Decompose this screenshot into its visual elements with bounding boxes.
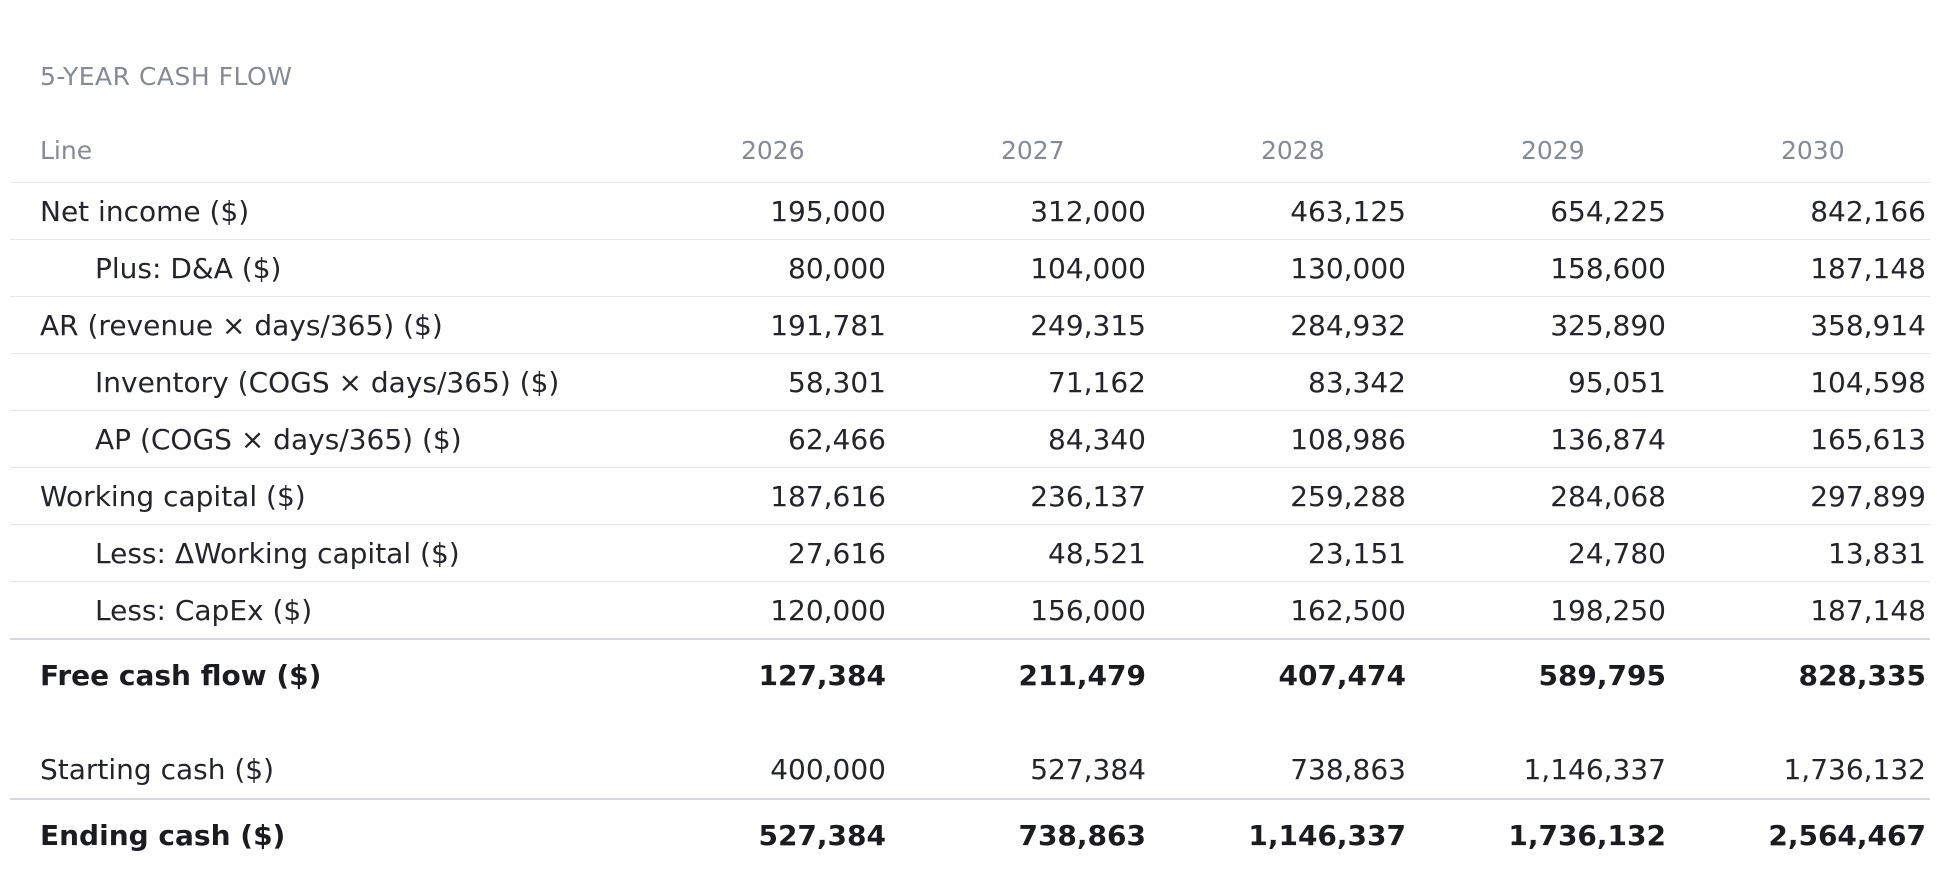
row-label: Starting cash ($) <box>10 740 630 800</box>
cell-value: 198,250 <box>1410 581 1670 640</box>
row-label: Working capital ($) <box>10 467 630 525</box>
cell-value: 236,137 <box>890 467 1150 525</box>
cell-value: 120,000 <box>630 581 890 640</box>
cell-value: 104,000 <box>890 239 1150 297</box>
row-label: Plus: D&A ($) <box>10 239 630 297</box>
cell-value: 284,068 <box>1410 467 1670 525</box>
cell-value: 654,225 <box>1410 182 1670 240</box>
column-header-year: 2029 <box>1410 118 1670 183</box>
cell-value: 589,795 <box>1410 638 1670 710</box>
cell-value: 108,986 <box>1150 410 1410 468</box>
table-header-row: Line 2026 2027 2028 2029 2030 <box>10 118 1930 183</box>
cell-value: 358,914 <box>1670 296 1930 354</box>
cell-value: 828,335 <box>1670 638 1930 710</box>
cell-value: 407,474 <box>1150 638 1410 710</box>
table-row: Less: ΔWorking capital ($) 27,616 48,521… <box>10 524 1930 582</box>
cell-value: 297,899 <box>1670 467 1930 525</box>
cell-value: 284,932 <box>1150 296 1410 354</box>
row-label: Less: ΔWorking capital ($) <box>10 524 630 582</box>
row-label: AR (revenue × days/365) ($) <box>10 296 630 354</box>
column-header-year: 2030 <box>1670 118 1930 183</box>
cell-value: 400,000 <box>630 740 890 800</box>
cell-value: 62,466 <box>630 410 890 468</box>
cash-flow-table: Line 2026 2027 2028 2029 2030 Net income… <box>10 118 1930 870</box>
cell-value: 187,616 <box>630 467 890 525</box>
table-row: AP (COGS × days/365) ($) 62,466 84,340 1… <box>10 410 1930 468</box>
cell-value: 104,598 <box>1670 353 1930 411</box>
table-row: Inventory (COGS × days/365) ($) 58,301 7… <box>10 353 1930 411</box>
cell-value: 130,000 <box>1150 239 1410 297</box>
cell-value: 127,384 <box>630 638 890 710</box>
cell-value: 158,600 <box>1410 239 1670 297</box>
cell-value: 23,151 <box>1150 524 1410 582</box>
cell-value: 84,340 <box>890 410 1150 468</box>
cell-value: 95,051 <box>1410 353 1670 411</box>
cell-value: 2,564,467 <box>1768 818 1926 852</box>
cell-value: 527,384 <box>890 740 1150 800</box>
cell-value: 1,736,132 <box>1508 818 1666 852</box>
cell-value: 58,301 <box>630 353 890 411</box>
cell-value: 738,863 <box>1150 740 1410 800</box>
column-header-year: 2028 <box>1150 118 1410 183</box>
column-header-year: 2027 <box>890 118 1150 183</box>
cell-value: 27,616 <box>630 524 890 582</box>
table-row: AR (revenue × days/365) ($) 191,781 249,… <box>10 296 1930 354</box>
cell-value: 1,146,337 <box>1248 818 1406 852</box>
cell-value: 325,890 <box>1410 296 1670 354</box>
table-row: Working capital ($) 187,616 236,137 259,… <box>10 467 1930 525</box>
ending-cash-row: Ending cash ($) 527,384 738,863 1,146,33… <box>10 799 1930 870</box>
cell-value: 249,315 <box>890 296 1150 354</box>
cell-value: 187,148 <box>1670 581 1930 640</box>
cell-value: 24,780 <box>1410 524 1670 582</box>
cell-value: 195,000 <box>630 182 890 240</box>
free-cash-flow-row: Free cash flow ($) 127,384 211,479 407,4… <box>10 638 1930 710</box>
cell-value: 312,000 <box>890 182 1150 240</box>
cell-value: 259,288 <box>1150 467 1410 525</box>
cell-value: 463,125 <box>1150 182 1410 240</box>
cell-value: 738,863 <box>1018 818 1146 852</box>
cell-value: 136,874 <box>1410 410 1670 468</box>
starting-cash-row: Starting cash ($) 400,000 527,384 738,86… <box>10 740 1930 800</box>
cell-value: 1,736,132 <box>1670 740 1930 800</box>
column-header-year: 2026 <box>630 118 890 183</box>
table-row: Less: CapEx ($) 120,000 156,000 162,500 … <box>10 581 1930 640</box>
cell-value: 187,148 <box>1670 239 1930 297</box>
cell-value: 842,166 <box>1670 182 1930 240</box>
table-row: Plus: D&A ($) 80,000 104,000 130,000 158… <box>10 239 1930 297</box>
row-label: Inventory (COGS × days/365) ($) <box>10 353 630 411</box>
row-label: Free cash flow ($) <box>10 638 630 710</box>
row-label: AP (COGS × days/365) ($) <box>10 410 630 468</box>
row-label: Ending cash ($) <box>40 818 286 852</box>
row-label: Net income ($) <box>10 182 630 240</box>
cell-value: 156,000 <box>890 581 1150 640</box>
cell-value: 13,831 <box>1670 524 1930 582</box>
column-header-line: Line <box>10 118 630 183</box>
cell-value: 162,500 <box>1150 581 1410 640</box>
row-label: Less: CapEx ($) <box>10 581 630 640</box>
cell-value: 527,384 <box>758 818 886 852</box>
cell-value: 211,479 <box>890 638 1150 710</box>
cell-value: 165,613 <box>1670 410 1930 468</box>
cell-value: 191,781 <box>630 296 890 354</box>
cell-value: 48,521 <box>890 524 1150 582</box>
cell-value: 71,162 <box>890 353 1150 411</box>
cell-value: 83,342 <box>1150 353 1410 411</box>
cell-value: 1,146,337 <box>1410 740 1670 800</box>
table-row: Net income ($) 195,000 312,000 463,125 6… <box>10 182 1930 240</box>
section-title: 5-YEAR CASH FLOW <box>40 62 293 91</box>
spacer-row <box>10 710 1930 740</box>
cell-value: 80,000 <box>630 239 890 297</box>
